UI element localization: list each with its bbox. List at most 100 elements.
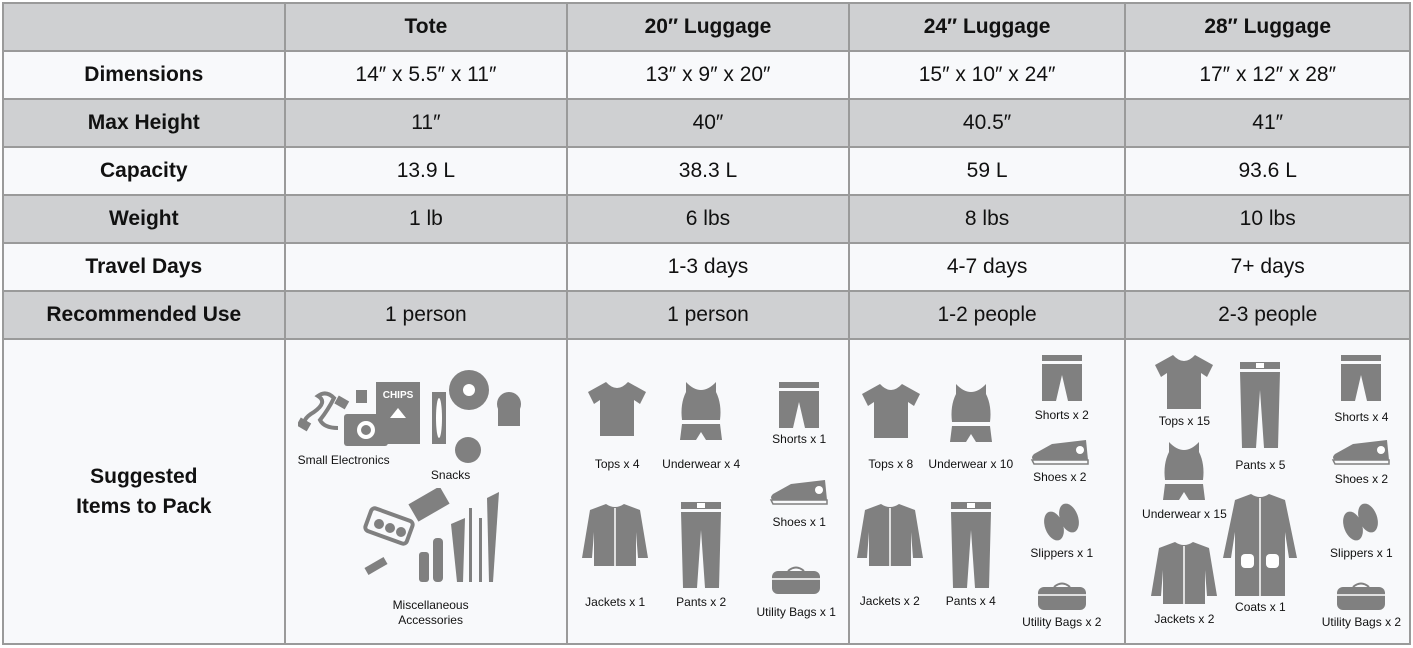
shorts-icon [1041,355,1082,403]
pack-row: Suggested Items to Pack Small Electronics C… [4,340,1409,643]
header-cell: 24″ Luggage [850,4,1127,50]
value-cell: 40″ [568,100,850,146]
value-cell: 13″ x 9″ x 20″ [568,52,850,98]
table-row: Weight 1 lb 6 lbs 8 lbs 10 lbs [4,196,1409,242]
row-label: Travel Days [4,244,286,290]
coat-icon [1223,492,1298,598]
value-cell: 8 lbs [850,196,1127,242]
row-label: Capacity [4,148,286,194]
pack-item-label: Jackets x 2 [1154,612,1215,626]
pack-item-label: Shoes x 2 [1334,472,1389,486]
pack-item-label: Pants x 2 [676,595,727,609]
value-cell: 93.6 L [1238,159,1297,182]
value-cell: 41″ [1252,111,1284,134]
underwear-icon [1161,440,1207,502]
value-cell: 1-2 people [850,292,1127,338]
pack-item-label: Shorts x 4 [1334,410,1389,424]
table-row: Dimensions 14″ x 5.5″ x 11″ 13″ x 9″ x 20″… [4,52,1409,98]
value-cell: 15″ x 10″ x 24″ [850,52,1127,98]
jacket-icon [582,502,649,568]
header-cell: 28″ Luggage [1204,15,1332,38]
pack-item-label: Tops x 4 [594,457,640,471]
pack-item-label: Slippers x 1 [1030,546,1094,560]
row-label: Weight [4,196,286,242]
shorts-icon [1341,355,1382,403]
value-cell: 10 lbs [1239,207,1296,230]
pack-item-label: Snacks [430,468,471,482]
value-cell: 4-7 days [850,244,1127,290]
table-row: Capacity 13.9 L 38.3 L 59 L 93.6 L [4,148,1409,194]
value-cell: 38.3 L [568,148,850,194]
pack-item-label: Underwear x 10 [928,457,1014,471]
bag-icon [772,566,821,594]
pack-item-label: Shoes x 2 [1033,470,1087,484]
top-icon [1153,353,1215,411]
pants-icon [681,502,722,588]
pack-label-text: Suggested Items to Pack [76,462,211,522]
underwear-icon [678,380,724,442]
pack-item-label: Pants x 4 [945,594,996,608]
bag-icon [1037,582,1086,610]
value-cell: 1 person [286,292,569,338]
pack-item-label: Jackets x 2 [859,594,920,608]
pack-label-line: Items to Pack [76,494,212,518]
header-cell [4,4,286,50]
value-cell [286,244,569,290]
pack-item-label: Utility Bags x 2 [1022,615,1102,629]
jacket-icon [1151,540,1218,606]
pack-item-label: Slippers x 1 [1330,546,1393,560]
value-cell: 6 lbs [568,196,850,242]
value-cell: 14″ x 5.5″ x 11″ [286,52,569,98]
pack-item-label: Tops x 15 [1158,414,1211,428]
pack-label: Suggested Items to Pack [4,340,286,643]
pack-item-label: Pants x 5 [1235,458,1286,472]
row-label: Max Height [4,100,286,146]
row-label: Recommended Use [4,292,286,338]
pack-item-label: Underwear x 4 [662,457,741,471]
pack-item-label: Utility Bags x 1 [756,605,836,619]
pack-item-label: Underwear x 15 [1142,507,1227,521]
pack-item-label: Coats x 1 [1235,600,1286,614]
pack-cell: Tops x 8 Underwear x 10 Shorts x 2 Shoes x … [850,340,1127,643]
pack-item-label: Shoes x 1 [772,515,826,529]
row-label: Dimensions [4,52,286,98]
pack-item-label: Shorts x 2 [1034,408,1089,422]
pack-item-label: Small Electronics [297,453,390,467]
value-cell: 40.5″ [850,100,1127,146]
underwear-icon [948,382,994,444]
table-row: Travel Days 1-3 days 4-7 days 7+ days [4,244,1409,290]
value-cell: 11″ [286,100,569,146]
slippers-icon [1042,500,1082,542]
pack-item-label: Shorts x 1 [772,432,827,446]
pack-item-label: Tops x 8 [868,457,914,471]
pack-item-label: Utility Bags x 2 [1321,615,1402,629]
pants-icon [1240,362,1281,448]
bag-icon [1337,582,1386,610]
pack-cell: Small Electronics CHIPS Snacks Miscellaneou… [286,340,569,643]
table-row: Max Height 11″ 40″ 40.5″ 41″ [4,100,1409,146]
shoe-icon [1030,440,1090,466]
accessories-icon [361,488,501,584]
slippers-icon [1341,500,1381,542]
value-cell: 17″ x 12″ x 28″ [1199,63,1337,86]
header-row: Tote 20″ Luggage 24″ Luggage 28″ Luggage [4,4,1409,50]
value-cell: 2-3 people [1218,303,1318,326]
top-icon [586,380,648,438]
shorts-icon [779,382,820,430]
pack-cell: Tops x 4 Underwear x 4 Shorts x 1 Shoes x 1… [568,340,850,643]
header-cell: Tote [286,4,569,50]
pack-label-line: Suggested [90,464,198,488]
shoe-icon [1331,440,1391,466]
value-cell: 59 L [850,148,1127,194]
value-cell: 1-3 days [568,244,850,290]
jacket-icon [856,502,923,568]
header-cell: 20″ Luggage [568,4,850,50]
table-row: Recommended Use 1 person 1 person 1-2 peopl… [4,292,1409,338]
value-cell: 1 person [568,292,850,338]
pack-item-label: Jackets x 1 [585,595,646,609]
shoe-icon [769,480,829,506]
value-cell: 7+ days [1230,255,1305,278]
pants-icon [950,502,991,588]
value-cell: 13.9 L [286,148,569,194]
